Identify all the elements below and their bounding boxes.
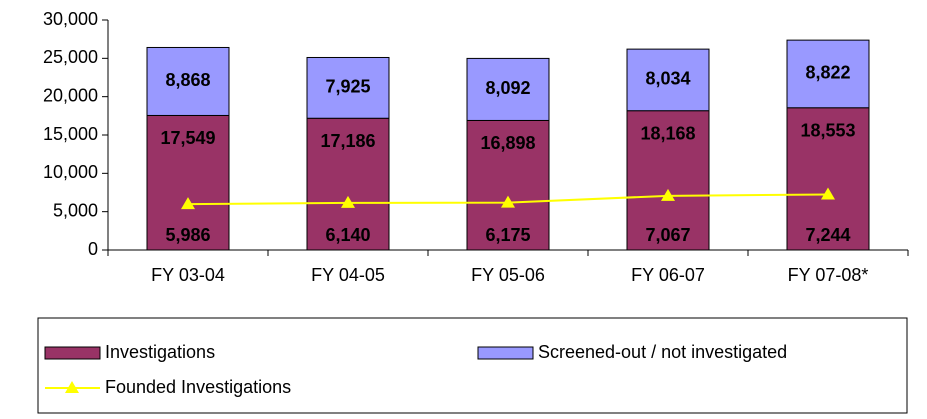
legend-swatch (44, 346, 101, 360)
value-label: 7,244 (805, 225, 850, 245)
bar-segment (466, 119, 550, 251)
bar-segment (306, 117, 390, 251)
x-tick-label: FY 03-04 (151, 265, 225, 285)
legend-label: Founded Investigations (105, 377, 291, 397)
y-tick-label: 10,000 (43, 162, 98, 182)
x-tick-label: FY 07-08* (788, 265, 869, 285)
line-marker (181, 197, 195, 210)
x-tick-label: FY 04-05 (311, 265, 385, 285)
legend-marker (65, 381, 79, 393)
line-marker (821, 187, 835, 200)
x-tick-label: FY 06-07 (631, 265, 705, 285)
bar-segment (786, 107, 870, 251)
value-label: 17,186 (320, 131, 375, 151)
y-tick-label: 30,000 (43, 9, 98, 29)
legend-swatch (477, 346, 534, 360)
value-label: 7,925 (325, 77, 370, 97)
y-tick-label: 25,000 (43, 47, 98, 67)
legend-box (37, 317, 908, 414)
value-label: 8,868 (165, 70, 210, 90)
value-label: 8,822 (805, 63, 850, 83)
bar-segment (466, 57, 550, 121)
bar-segment (306, 56, 390, 119)
value-label: 17,549 (160, 128, 215, 148)
bar-segment (786, 39, 870, 109)
line-marker (501, 195, 515, 208)
value-label: 8,034 (645, 69, 690, 89)
value-label: 18,168 (640, 123, 695, 143)
x-tick-label: FY 05-06 (471, 265, 545, 285)
bar-segment (626, 48, 710, 112)
legend-label: Investigations (105, 342, 215, 362)
line-marker (661, 188, 675, 201)
value-label: 7,067 (645, 225, 690, 245)
y-tick-label: 0 (88, 239, 98, 259)
value-label: 16,898 (480, 133, 535, 153)
bar-segment (146, 114, 230, 251)
y-tick-label: 20,000 (43, 85, 98, 105)
bar-segment (146, 46, 230, 116)
value-label: 6,175 (485, 225, 530, 245)
value-label: 18,553 (800, 121, 855, 141)
value-label: 8,092 (485, 78, 530, 98)
legend-label: Screened-out / not investigated (538, 342, 787, 362)
y-tick-label: 5,000 (53, 200, 98, 220)
y-tick-label: 15,000 (43, 124, 98, 144)
value-label: 6,140 (325, 225, 370, 245)
line-marker (341, 195, 355, 208)
value-label: 5,986 (165, 225, 210, 245)
